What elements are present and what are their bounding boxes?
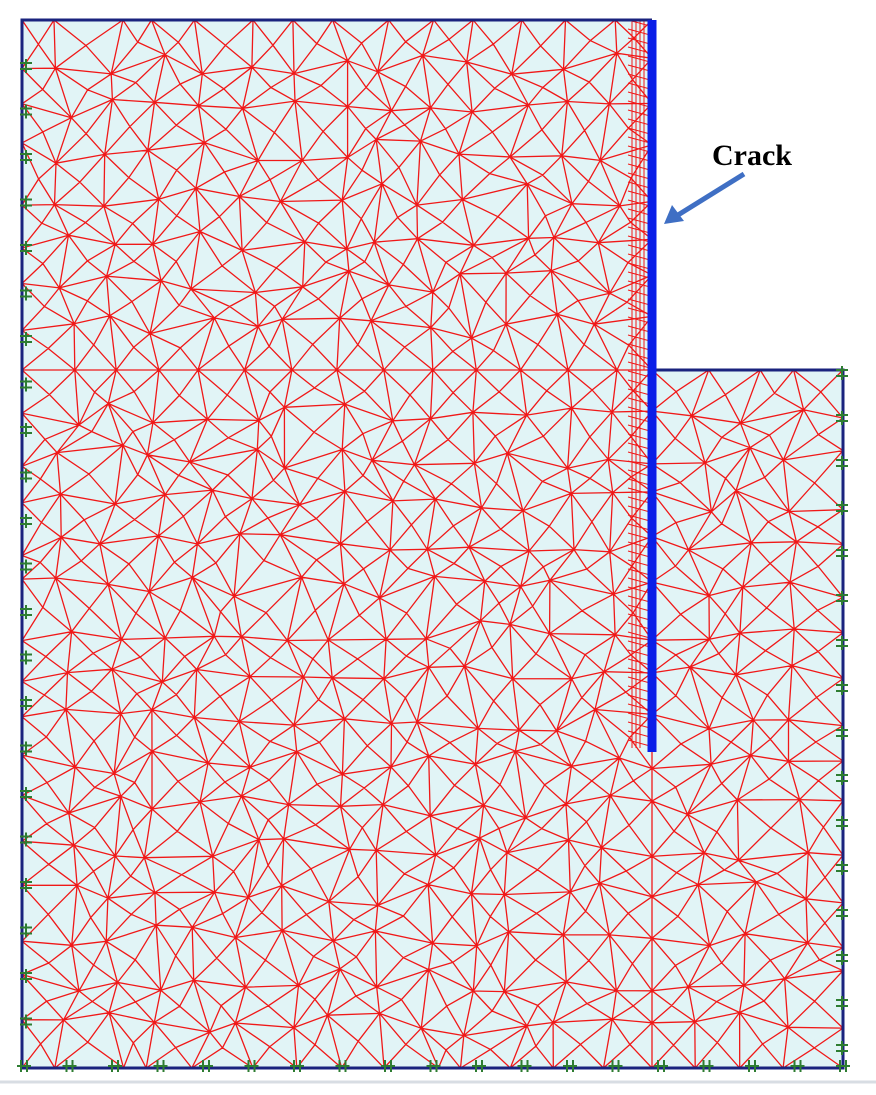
fixity: [836, 726, 848, 740]
fixity: [20, 377, 32, 392]
fixity: [790, 1060, 805, 1072]
fixity: [836, 951, 848, 965]
fixity: [20, 923, 32, 938]
fixity: [836, 906, 848, 920]
fixity: [836, 771, 848, 785]
fixity: [745, 1060, 759, 1072]
fixity: [836, 996, 848, 1010]
fixity: [20, 1014, 32, 1029]
fixity: [20, 241, 32, 255]
fixity: [199, 1060, 213, 1072]
fixity: [836, 411, 848, 425]
fixity: [20, 969, 32, 983]
domain-outline: [22, 368, 845, 1070]
fixity: [20, 286, 32, 301]
fixity: [62, 1060, 77, 1072]
annotation-arrow: [676, 171, 746, 218]
fixity: [563, 1060, 577, 1072]
fixity: [20, 559, 32, 574]
fixity: [335, 1060, 350, 1072]
fixity: [20, 195, 32, 210]
fixities: [17, 59, 850, 1072]
domain-outline: [20, 18, 652, 1068]
fixity: [20, 650, 32, 665]
fixity: [153, 1060, 168, 1072]
fixity: [244, 1060, 259, 1072]
annotation-arrowhead: [664, 205, 684, 224]
fixity: [290, 1060, 304, 1072]
fixity: [20, 59, 32, 73]
mesh-refinement: [627, 19, 651, 748]
fixity: [836, 816, 848, 830]
fixity: [20, 605, 32, 619]
fixity: [20, 104, 32, 119]
fixity: [836, 456, 848, 470]
fixity: [20, 787, 32, 801]
annotation-label: Crack: [712, 139, 792, 172]
fixity: [517, 1060, 532, 1072]
fixity: [20, 468, 32, 483]
fixity: [836, 1041, 848, 1055]
fixity: [20, 150, 32, 164]
fixity: [20, 832, 32, 847]
fixity: [836, 636, 848, 650]
fixity: [836, 681, 848, 695]
fixity: [654, 1060, 668, 1072]
fixity: [108, 1060, 122, 1072]
fixity: [836, 1060, 850, 1072]
fixity: [17, 1060, 31, 1072]
fixity: [20, 696, 32, 710]
fixity: [20, 878, 32, 892]
fixity: [608, 1060, 623, 1072]
fixity: [836, 366, 848, 380]
fixity: [472, 1060, 486, 1072]
fixity: [20, 741, 32, 756]
fixity: [20, 423, 32, 437]
fixity: [381, 1060, 395, 1072]
fixity: [836, 861, 848, 875]
fixity: [836, 501, 848, 515]
fixity: [836, 591, 848, 605]
fixity: [699, 1060, 714, 1072]
fixity: [20, 332, 32, 346]
fixity: [20, 514, 32, 528]
fixity: [426, 1060, 441, 1072]
fixity: [836, 546, 848, 560]
